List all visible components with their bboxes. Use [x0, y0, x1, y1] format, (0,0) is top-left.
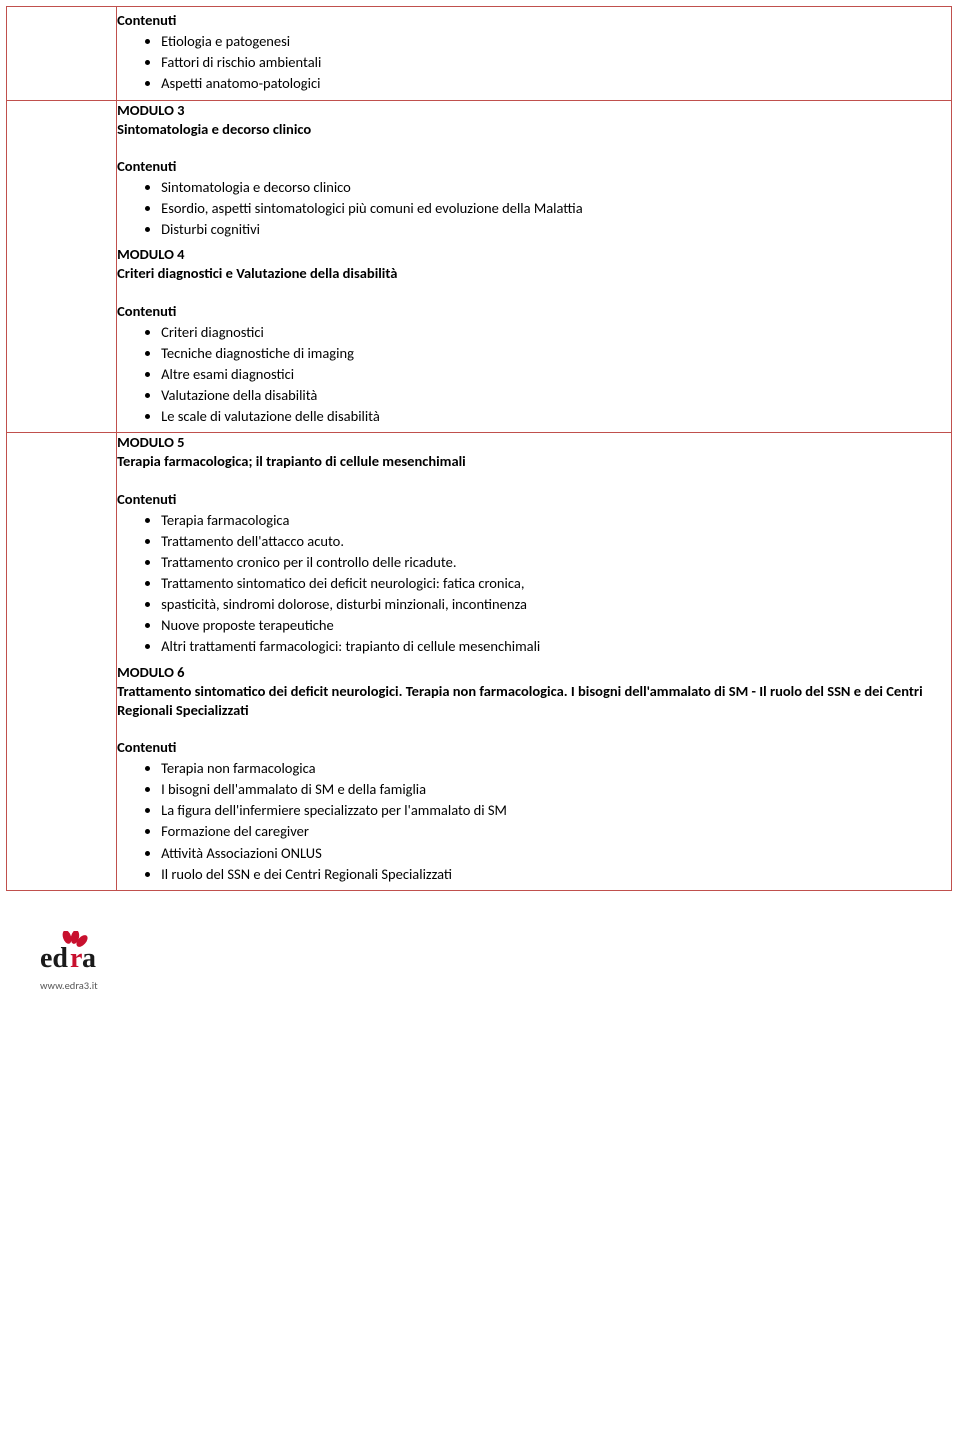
list-item: Altri trattamenti farmacologici: trapian… — [161, 637, 951, 656]
list-item: Il ruolo del SSN e dei Centri Regionali … — [161, 865, 951, 884]
list-item: Trattamento cronico per il controllo del… — [161, 553, 951, 572]
list-item: Altre esami diagnostici — [161, 365, 951, 384]
content-table: Contenuti Etiologia e patogenesi Fattori… — [6, 6, 952, 891]
module-title: MODULO 6 — [117, 663, 951, 682]
module-title: MODULO 3 — [117, 101, 951, 120]
list-item: I bisogni dell'ammalato di SM e della fa… — [161, 780, 951, 799]
list-item: Attività Associazioni ONLUS — [161, 844, 951, 863]
content-list: Etiologia e patogenesi Fattori di rischi… — [117, 32, 951, 93]
empty-left-cell — [7, 100, 117, 433]
list-item: Aspetti anatomo-patologici — [161, 74, 951, 93]
module-5-6-cell: MODULO 5 Terapia farmacologica; il trapi… — [117, 433, 952, 891]
empty-left-cell — [7, 7, 117, 101]
page-footer: ed r a www.edra3.it — [0, 931, 960, 1008]
module-title: MODULO 5 — [117, 433, 951, 452]
list-item: Nuove proposte terapeutiche — [161, 616, 951, 635]
list-item: Le scale di valutazione delle disabilità — [161, 407, 951, 426]
table-row: MODULO 3 Sintomatologia e decorso clinic… — [7, 100, 952, 433]
module-subtitle: Terapia farmacologica; il trapianto di c… — [117, 452, 951, 471]
empty-left-cell — [7, 433, 117, 891]
svg-text:r: r — [70, 943, 82, 974]
list-item: Terapia non farmacologica — [161, 759, 951, 778]
list-item: La figura dell'infermiere specializzato … — [161, 801, 951, 820]
list-item: Etiologia e patogenesi — [161, 32, 951, 51]
list-item: Valutazione della disabilità — [161, 386, 951, 405]
module-title: MODULO 4 — [117, 245, 951, 264]
footer-url: www.edra3.it — [40, 979, 960, 992]
content-list: Criteri diagnostici Tecniche diagnostich… — [117, 323, 951, 427]
list-item: Sintomatologia e decorso clinico — [161, 178, 951, 197]
section-label: Contenuti — [117, 738, 951, 757]
module-2-contents: Contenuti Etiologia e patogenesi Fattori… — [117, 7, 952, 101]
content-list: Terapia farmacologica Trattamento dell'a… — [117, 511, 951, 657]
module-subtitle: Trattamento sintomatico dei deficit neur… — [117, 682, 951, 720]
edra-logo: ed r a — [40, 931, 112, 975]
list-item: Criteri diagnostici — [161, 323, 951, 342]
content-list: Terapia non farmacologica I bisogni dell… — [117, 759, 951, 884]
section-label: Contenuti — [117, 302, 951, 321]
module-3-4-cell: MODULO 3 Sintomatologia e decorso clinic… — [117, 100, 952, 433]
module-subtitle: Sintomatologia e decorso clinico — [117, 120, 951, 139]
list-item: Tecniche diagnostiche di imaging — [161, 344, 951, 363]
list-item: Formazione del caregiver — [161, 822, 951, 841]
list-item: Disturbi cognitivi — [161, 220, 951, 239]
svg-text:ed: ed — [40, 943, 68, 974]
list-item: Trattamento sintomatico dei deficit neur… — [161, 574, 951, 593]
list-item: spasticità, sindromi dolorose, disturbi … — [161, 595, 951, 614]
table-row: MODULO 5 Terapia farmacologica; il trapi… — [7, 433, 952, 891]
content-list: Sintomatologia e decorso clinico Esordio… — [117, 178, 951, 239]
list-item: Terapia farmacologica — [161, 511, 951, 530]
section-label: Contenuti — [117, 157, 951, 176]
table-row: Contenuti Etiologia e patogenesi Fattori… — [7, 7, 952, 101]
list-item: Trattamento dell'attacco acuto. — [161, 532, 951, 551]
list-item: Esordio, aspetti sintomatologici più com… — [161, 199, 951, 218]
module-subtitle: Criteri diagnostici e Valutazione della … — [117, 264, 951, 283]
list-item: Fattori di rischio ambientali — [161, 53, 951, 72]
svg-text:a: a — [82, 943, 96, 974]
section-label: Contenuti — [117, 490, 951, 509]
section-label: Contenuti — [117, 11, 951, 30]
